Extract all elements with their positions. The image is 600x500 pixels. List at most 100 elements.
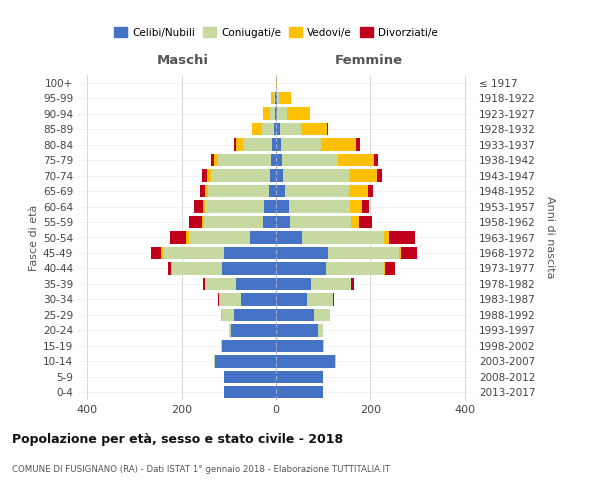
- Y-axis label: Anni di nascita: Anni di nascita: [545, 196, 555, 279]
- Bar: [281, 138, 321, 151]
- Bar: [276, 232, 302, 243]
- Bar: [276, 293, 307, 306]
- Text: Maschi: Maschi: [157, 54, 209, 67]
- Bar: [274, 92, 275, 104]
- Bar: [270, 108, 275, 120]
- Bar: [352, 216, 359, 228]
- Bar: [356, 138, 360, 151]
- Bar: [286, 185, 349, 198]
- Bar: [271, 154, 276, 166]
- Bar: [163, 247, 224, 259]
- Bar: [214, 355, 215, 368]
- Bar: [262, 123, 274, 136]
- Bar: [264, 200, 276, 212]
- Bar: [214, 154, 218, 166]
- Bar: [323, 340, 324, 352]
- Bar: [250, 232, 276, 243]
- Bar: [222, 308, 233, 321]
- Bar: [211, 170, 271, 182]
- Bar: [321, 138, 356, 151]
- Bar: [359, 216, 372, 228]
- Bar: [276, 370, 323, 383]
- Bar: [301, 123, 327, 136]
- Bar: [271, 170, 276, 182]
- Bar: [276, 92, 277, 104]
- Bar: [167, 262, 172, 274]
- Bar: [276, 278, 311, 290]
- Bar: [205, 185, 208, 198]
- Bar: [349, 185, 368, 198]
- Bar: [276, 170, 283, 182]
- Bar: [151, 247, 161, 259]
- Bar: [233, 308, 276, 321]
- Bar: [218, 154, 271, 166]
- Bar: [276, 108, 277, 120]
- Bar: [289, 200, 350, 212]
- Y-axis label: Fasce di età: Fasce di età: [29, 204, 39, 270]
- Bar: [187, 232, 189, 243]
- Bar: [401, 247, 418, 259]
- Bar: [328, 247, 398, 259]
- Bar: [314, 308, 330, 321]
- Bar: [222, 262, 276, 274]
- Bar: [205, 200, 264, 212]
- Bar: [208, 185, 269, 198]
- Bar: [274, 123, 276, 136]
- Bar: [276, 308, 314, 321]
- Bar: [276, 386, 323, 398]
- Bar: [215, 355, 276, 368]
- Bar: [338, 154, 374, 166]
- Bar: [205, 278, 236, 290]
- Bar: [220, 293, 241, 306]
- Bar: [236, 278, 276, 290]
- Bar: [276, 76, 277, 89]
- Bar: [172, 262, 222, 274]
- Bar: [276, 340, 323, 352]
- Bar: [222, 340, 276, 352]
- Bar: [276, 247, 328, 259]
- Bar: [224, 370, 276, 383]
- Bar: [332, 293, 334, 306]
- Bar: [335, 355, 336, 368]
- Bar: [276, 154, 281, 166]
- Bar: [200, 185, 205, 198]
- Bar: [193, 200, 203, 212]
- Bar: [211, 154, 214, 166]
- Bar: [275, 92, 276, 104]
- Bar: [202, 170, 206, 182]
- Bar: [398, 247, 401, 259]
- Bar: [276, 200, 289, 212]
- Bar: [287, 108, 310, 120]
- Bar: [374, 154, 379, 166]
- Bar: [302, 232, 385, 243]
- Bar: [319, 324, 323, 336]
- Bar: [204, 216, 263, 228]
- Bar: [272, 138, 276, 151]
- Bar: [203, 200, 205, 212]
- Bar: [224, 247, 276, 259]
- Bar: [277, 108, 287, 120]
- Legend: Celibi/Nubili, Coniugati/e, Vedovi/e, Divorziati/e: Celibi/Nubili, Coniugati/e, Vedovi/e, Di…: [110, 24, 442, 42]
- Bar: [276, 123, 280, 136]
- Bar: [311, 278, 352, 290]
- Bar: [170, 232, 187, 243]
- Bar: [206, 170, 211, 182]
- Bar: [263, 108, 270, 120]
- Bar: [362, 200, 370, 212]
- Bar: [241, 293, 276, 306]
- Bar: [221, 308, 222, 321]
- Bar: [231, 324, 276, 336]
- Bar: [368, 185, 373, 198]
- Bar: [189, 232, 250, 243]
- Bar: [275, 108, 276, 120]
- Bar: [349, 170, 377, 182]
- Text: Femmine: Femmine: [335, 54, 403, 67]
- Bar: [236, 138, 243, 151]
- Bar: [202, 216, 204, 228]
- Bar: [281, 154, 338, 166]
- Bar: [283, 170, 349, 182]
- Bar: [377, 170, 382, 182]
- Bar: [276, 262, 325, 274]
- Bar: [243, 138, 272, 151]
- Bar: [325, 262, 385, 274]
